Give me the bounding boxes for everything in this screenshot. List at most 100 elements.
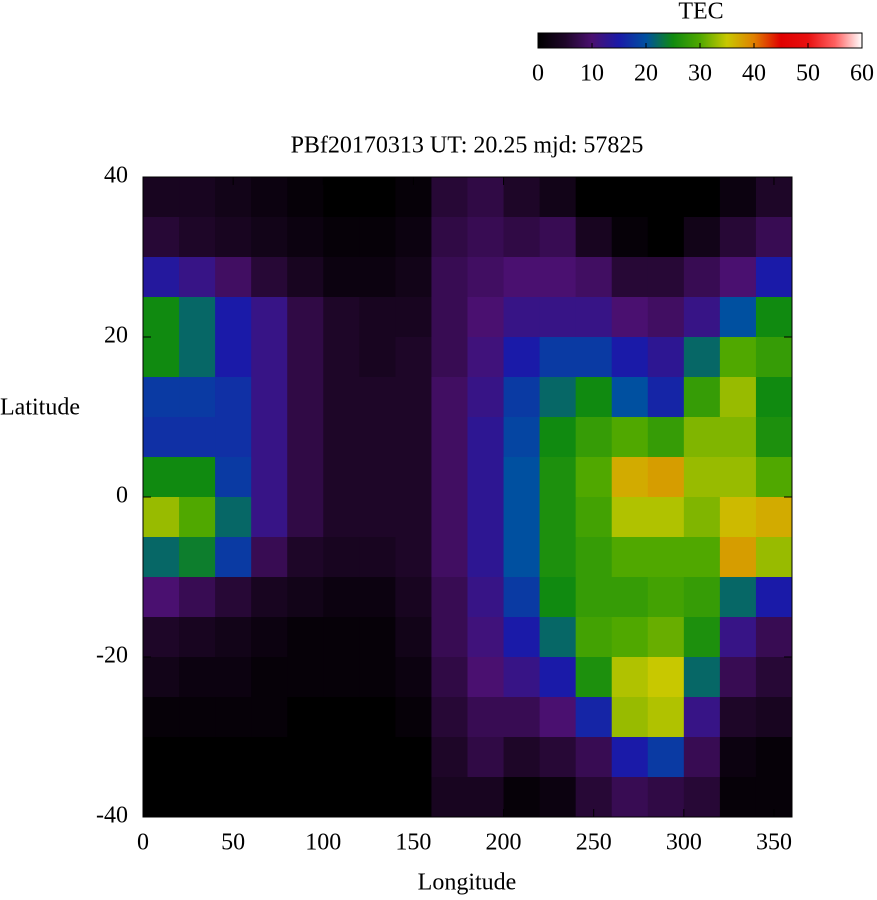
heatmap-cell	[215, 377, 252, 418]
heatmap-cell	[323, 657, 360, 698]
heatmap-cell	[755, 537, 793, 578]
heatmap-cell	[683, 177, 721, 218]
heatmap-cell	[251, 177, 288, 218]
heatmap-cell	[179, 177, 216, 218]
heatmap-cell	[575, 337, 613, 378]
heatmap-cell	[395, 497, 432, 538]
heatmap-cell	[575, 457, 613, 498]
heatmap-cell	[611, 617, 649, 658]
heatmap-cell	[287, 577, 324, 618]
heatmap-cell	[395, 457, 432, 498]
heatmap-cell	[503, 217, 541, 258]
heatmap-cell	[683, 537, 721, 578]
heatmap-cell	[287, 257, 324, 298]
heatmap-cell	[143, 777, 180, 818]
heatmap-cell	[287, 737, 324, 778]
heatmap-cell	[395, 577, 432, 618]
heatmap-cell	[503, 337, 541, 378]
heatmap-cell	[143, 177, 180, 218]
heatmap-cell	[359, 777, 396, 818]
heatmap-cell	[215, 617, 252, 658]
heatmap-cell	[467, 697, 505, 738]
heatmap-cell	[611, 337, 649, 378]
heatmap-cell	[287, 417, 324, 458]
heatmap-cell	[575, 497, 613, 538]
heatmap-cell	[143, 457, 180, 498]
heatmap-cell	[647, 257, 685, 298]
heatmap-cell	[575, 737, 613, 778]
heatmap-cell	[647, 177, 685, 218]
heatmap-cell	[359, 697, 396, 738]
heatmap-cell	[431, 777, 468, 818]
heatmap-cell	[431, 337, 468, 378]
heatmap-cell	[359, 617, 396, 658]
heatmap-cell	[431, 177, 468, 218]
heatmap-cell	[215, 497, 252, 538]
heatmap-cell	[431, 297, 468, 338]
heatmap-cell	[359, 657, 396, 698]
heatmap-cell	[359, 177, 396, 218]
heatmap-cell	[431, 537, 468, 578]
heatmap-cell	[755, 497, 793, 538]
heatmap-cell	[647, 457, 685, 498]
heatmap-cell	[647, 497, 685, 538]
heatmap-cell	[539, 537, 577, 578]
heatmap-cell	[179, 657, 216, 698]
heatmap-cell	[719, 697, 757, 738]
heatmap-cell	[539, 777, 577, 818]
heatmap-cell	[683, 257, 721, 298]
x-tick-label: 150	[395, 830, 431, 856]
heatmap-cell	[755, 657, 793, 698]
heatmap-cell	[503, 577, 541, 618]
heatmap-cell	[719, 617, 757, 658]
heatmap-cell	[359, 577, 396, 618]
heatmap-cell	[467, 297, 505, 338]
heatmap-cell	[755, 737, 793, 778]
heatmap-cell	[395, 377, 432, 418]
heatmap-cell	[179, 497, 216, 538]
heatmap-cell	[143, 337, 180, 378]
heatmap-cell	[323, 537, 360, 578]
heatmap-cell	[251, 417, 288, 458]
heatmap-cell	[251, 497, 288, 538]
heatmap-cell	[215, 457, 252, 498]
heatmap-cell	[359, 257, 396, 298]
heatmap-cell	[611, 177, 649, 218]
heatmap-cell	[251, 217, 288, 258]
heatmap-cell	[395, 617, 432, 658]
heatmap-cell	[323, 257, 360, 298]
heatmap-cell	[647, 377, 685, 418]
heatmap-cell	[179, 217, 216, 258]
heatmap-cell	[431, 697, 468, 738]
heatmap-cell	[647, 297, 685, 338]
heatmap-cell	[323, 617, 360, 658]
heatmap-cell	[287, 497, 324, 538]
heatmap-cell	[611, 257, 649, 298]
heatmap-cell	[467, 377, 505, 418]
heatmap-cell	[323, 737, 360, 778]
heatmap-cell	[755, 257, 793, 298]
heatmap-cell	[215, 297, 252, 338]
y-tick-label: 40	[104, 163, 128, 189]
heatmap-cell	[683, 297, 721, 338]
heatmap-cell	[323, 177, 360, 218]
colorbar-tick-label: 10	[580, 61, 604, 87]
heatmap-cell	[539, 377, 577, 418]
heatmap-cell	[647, 777, 685, 818]
heatmap-cell	[719, 777, 757, 818]
heatmap-cell	[503, 737, 541, 778]
heatmap-cell	[719, 257, 757, 298]
heatmap-cell	[683, 497, 721, 538]
heatmap-cell	[467, 617, 505, 658]
heatmap-cell	[611, 777, 649, 818]
heatmap-cell	[179, 537, 216, 578]
heatmap-cell	[467, 777, 505, 818]
heatmap-cell	[719, 577, 757, 618]
heatmap-cell	[719, 297, 757, 338]
heatmap-cell	[719, 657, 757, 698]
heatmap-cell	[503, 257, 541, 298]
heatmap-cell	[143, 737, 180, 778]
heatmap-cell	[503, 617, 541, 658]
y-tick-label: 20	[104, 323, 128, 349]
heatmap-cell	[611, 377, 649, 418]
